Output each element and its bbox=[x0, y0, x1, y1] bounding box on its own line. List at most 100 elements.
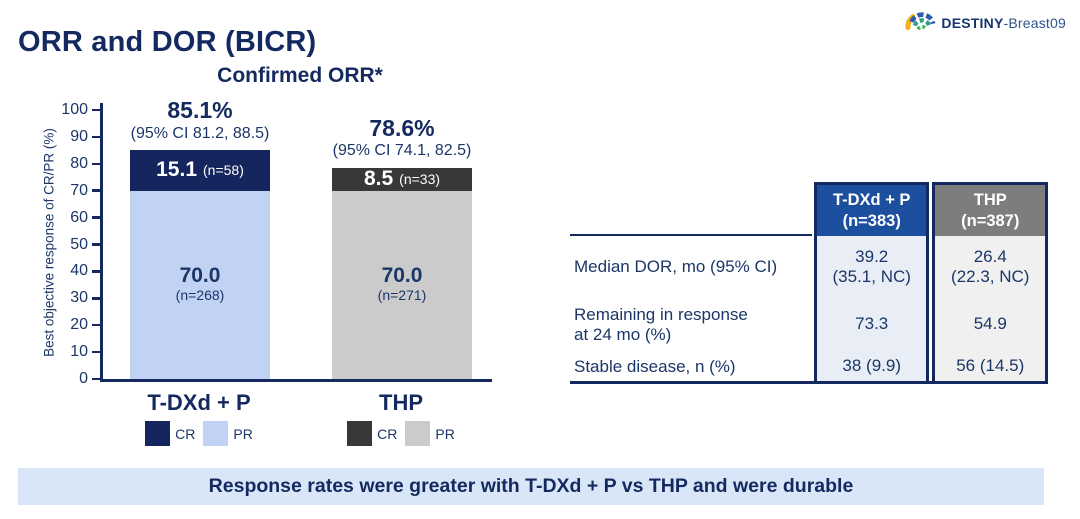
segment-n: (n=271) bbox=[377, 287, 427, 304]
column-subtitle: (n=387) bbox=[961, 211, 1020, 230]
logo-suffix: -Breast09 bbox=[1003, 14, 1066, 31]
column-subtitle: (n=383) bbox=[842, 211, 901, 230]
orr-percent: 85.1% bbox=[167, 97, 233, 124]
table-column-header: T-DXd + P (n=383) bbox=[816, 185, 927, 236]
destiny-fan-icon bbox=[904, 6, 936, 39]
y-ticks: 100 90 80 70 60 50 40 30 20 10 0 bbox=[56, 101, 100, 387]
y-tick-mark bbox=[92, 243, 100, 246]
table-value-line: 54.9 bbox=[973, 314, 1007, 334]
y-tick-label: 10 bbox=[70, 343, 88, 361]
y-tick: 60 bbox=[60, 208, 100, 228]
y-tick-label: 100 bbox=[61, 101, 88, 118]
column-title: THP bbox=[973, 190, 1007, 209]
segment-n: (n=58) bbox=[203, 162, 244, 178]
trial-logo-text: DESTINY-Breast09 bbox=[941, 15, 1066, 31]
chart-title: Confirmed ORR* bbox=[217, 64, 383, 87]
table-bottom-rule bbox=[570, 381, 1048, 384]
legend-thp: CR PR bbox=[331, 421, 471, 446]
table-value-cell: 56 (14.5) bbox=[935, 350, 1045, 381]
x-axis-line bbox=[100, 379, 492, 382]
table-row-label-line: Remaining in response bbox=[574, 304, 748, 324]
orr-ci: (95% CI 74.1, 82.5) bbox=[332, 142, 472, 160]
table-column-header: THP (n=387) bbox=[935, 185, 1046, 236]
x-category-tdxd: T-DXd + P bbox=[147, 390, 251, 415]
table-data-column-tdxd: T-DXd + P (n=383) 39.2 (35.1, NC) 73.3 38 (9.… bbox=[813, 182, 930, 384]
segment-n: (n=33) bbox=[399, 170, 441, 187]
y-tick: 70 bbox=[60, 181, 100, 201]
legend-label: PR bbox=[435, 425, 455, 442]
x-category-thp: THP bbox=[379, 390, 423, 415]
table-value-cell: 39.2 (35.1, NC) bbox=[817, 236, 927, 298]
table-value-line: 56 (14.5) bbox=[956, 355, 1025, 375]
y-tick: 80 bbox=[60, 154, 100, 174]
legend-swatch bbox=[203, 421, 229, 446]
trial-logo: DESTINY-Breast09 bbox=[904, 6, 1066, 39]
table-row-label: Remaining in response at 24 mo (%) bbox=[570, 299, 812, 351]
y-tick-mark bbox=[92, 323, 100, 327]
orr-percent: 78.6% bbox=[369, 115, 435, 142]
bar-annotation: 85.1% (95% CI 81.2, 88.5) bbox=[90, 97, 310, 143]
table-value-cell: 26.4 (22.3, NC) bbox=[935, 236, 1045, 298]
segment-value: 8.5 bbox=[363, 167, 394, 191]
legend-entry-pr: PR bbox=[405, 421, 455, 446]
legend-entry-cr: CR bbox=[145, 421, 195, 446]
y-tick: 50 bbox=[60, 235, 100, 255]
y-tick-label: 90 bbox=[70, 127, 88, 145]
page-title: ORR and DOR (BICR) bbox=[18, 26, 317, 58]
y-tick-label: 60 bbox=[70, 208, 88, 226]
bar-segment-pr: 70.0 (n=268) bbox=[130, 190, 270, 379]
y-tick-mark bbox=[92, 189, 100, 192]
bar-group-thp: 78.6% (95% CI 74.1, 82.5) 8.5 (n=33) 70.0 (n=… bbox=[332, 115, 472, 379]
table-header-spacer bbox=[570, 182, 812, 236]
y-tick-label: 80 bbox=[70, 154, 88, 172]
y-tick: 90 bbox=[60, 127, 100, 147]
bar-segment-cr: 15.1 (n=58) bbox=[130, 150, 270, 191]
bar-group-tdxd: 85.1% (95% CI 81.2, 88.5) 15.1 (n=58) 70.0 (n… bbox=[130, 97, 270, 379]
y-tick-label: 30 bbox=[70, 289, 88, 307]
table-data-column-thp: THP (n=387) 26.4 (22.3, NC) 54.9 56 (14.5) bbox=[932, 182, 1049, 384]
table-value-cell: 38 (9.9) bbox=[817, 350, 927, 381]
y-tick: 30 bbox=[60, 288, 100, 308]
y-tick: 100 bbox=[60, 100, 100, 120]
table-value-line: 26.4 bbox=[973, 247, 1007, 267]
table-value-line: 39.2 bbox=[855, 247, 889, 267]
y-tick-mark bbox=[92, 297, 100, 300]
table-value-cell: 73.3 bbox=[817, 298, 927, 350]
segment-value: 70.0 bbox=[179, 264, 221, 288]
y-tick: 40 bbox=[60, 261, 100, 281]
bar-annotation: 78.6% (95% CI 74.1, 82.5) bbox=[292, 115, 512, 161]
dor-table: Median DOR, mo (95% CI) Remaining in resp… bbox=[570, 182, 1049, 384]
y-axis-line bbox=[100, 103, 103, 382]
table-row-labels: Median DOR, mo (95% CI) Remaining in resp… bbox=[570, 182, 812, 384]
legend-label: CR bbox=[175, 425, 196, 442]
y-tick-mark bbox=[92, 108, 100, 112]
bar-segment-cr: 8.5 (n=33) bbox=[332, 168, 472, 191]
legend-entry-cr: CR bbox=[347, 421, 397, 446]
segment-value: 15.1 bbox=[156, 158, 197, 182]
y-tick-mark bbox=[92, 350, 100, 354]
table-row-label: Median DOR, mo (95% CI) bbox=[570, 236, 812, 299]
y-tick-label: 70 bbox=[70, 181, 88, 199]
y-tick-label: 0 bbox=[79, 370, 88, 387]
y-tick-label: 40 bbox=[70, 262, 88, 280]
table-value-line: 73.3 bbox=[855, 314, 889, 334]
column-title: T-DXd + P bbox=[832, 190, 911, 209]
segment-n: (n=268) bbox=[175, 287, 225, 304]
legend-swatch bbox=[405, 421, 431, 446]
table-row-label-line: Stable disease, n (%) bbox=[574, 356, 736, 376]
legend-swatch bbox=[145, 421, 171, 446]
table-row-label-line: at 24 mo (%) bbox=[574, 325, 672, 344]
table-row-label: Stable disease, n (%) bbox=[570, 351, 812, 383]
plot-area: 85.1% (95% CI 81.2, 88.5) 15.1 (n=58) 70.0 (n… bbox=[103, 97, 492, 379]
table-row-label-line: Median DOR, mo (95% CI) bbox=[574, 257, 778, 277]
table-value-line: (22.3, NC) bbox=[951, 267, 1030, 286]
table-value-line: (35.1, NC) bbox=[832, 267, 911, 286]
y-tick-label: 20 bbox=[70, 316, 88, 334]
y-tick-label: 50 bbox=[70, 235, 88, 253]
y-tick-mark bbox=[92, 135, 100, 139]
y-tick: 10 bbox=[60, 342, 100, 362]
takeaway-text: Response rates were greater with T-DXd +… bbox=[208, 475, 854, 497]
orr-ci: (95% CI 81.2, 88.5) bbox=[130, 124, 270, 142]
y-tick-mark bbox=[92, 216, 100, 219]
bar-segment-pr: 70.0 (n=271) bbox=[332, 190, 472, 379]
